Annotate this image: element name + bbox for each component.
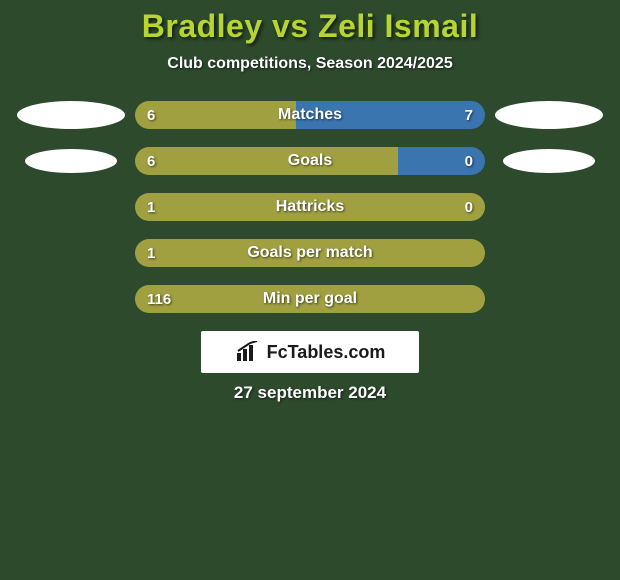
bar-left-fill: [135, 147, 398, 175]
metric-row: Min per goal116: [0, 285, 620, 313]
left-player-slot: [11, 149, 131, 173]
brand-text: FcTables.com: [267, 342, 386, 363]
metric-bar: Goals60: [135, 147, 485, 175]
bar-left-fill: [135, 239, 485, 267]
metric-row: Goals per match1: [0, 239, 620, 267]
date: 27 september 2024: [0, 383, 620, 403]
bar-left-fill: [135, 193, 485, 221]
bar-left-fill: [135, 101, 296, 129]
stats-card: Bradley vs Zeli Ismail Club competitions…: [0, 0, 620, 580]
metrics-container: Matches67 Goals60 Hattricks10 Goals per mat…: [0, 101, 620, 313]
brand-box: FcTables.com: [201, 331, 419, 373]
chart-icon: [235, 341, 261, 363]
metric-row: Matches67: [0, 101, 620, 129]
bar-left-fill: [135, 285, 485, 313]
left-player-slot: [11, 101, 131, 129]
right-player-slot: [489, 149, 609, 173]
player-placeholder-icon: [503, 149, 595, 173]
player-placeholder-icon: [17, 101, 125, 129]
metric-row: Goals60: [0, 147, 620, 175]
subtitle: Club competitions, Season 2024/2025: [0, 55, 620, 73]
metric-row: Hattricks10: [0, 193, 620, 221]
player-placeholder-icon: [495, 101, 603, 129]
right-player-slot: [489, 101, 609, 129]
metric-bar: Matches67: [135, 101, 485, 129]
page-title: Bradley vs Zeli Ismail: [0, 8, 620, 45]
bar-right-fill: [296, 101, 485, 129]
metric-bar: Hattricks10: [135, 193, 485, 221]
metric-bar: Min per goal116: [135, 285, 485, 313]
player-placeholder-icon: [25, 149, 117, 173]
bar-right-fill: [398, 147, 486, 175]
metric-bar: Goals per match1: [135, 239, 485, 267]
